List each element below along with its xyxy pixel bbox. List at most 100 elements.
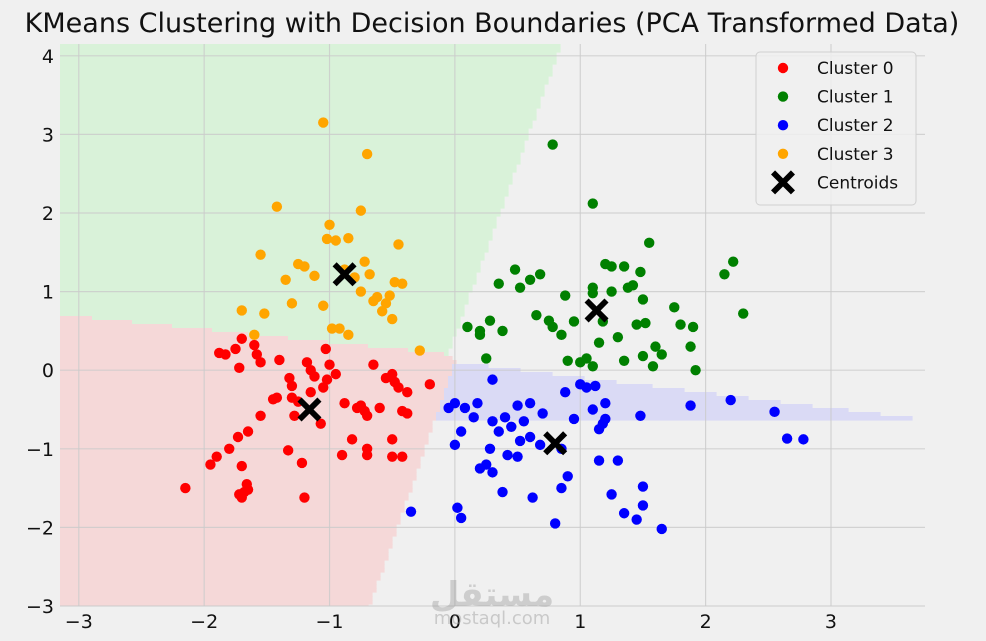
data-point (568, 316, 580, 327)
data-point (236, 333, 247, 344)
data-point (675, 319, 686, 330)
data-point (568, 413, 580, 425)
watermark-logo: مستقل mostaql.com (430, 575, 554, 629)
data-point (289, 410, 300, 421)
x-tick-label: −3 (65, 611, 93, 633)
data-point (472, 398, 483, 409)
data-point (656, 523, 667, 535)
data-point (220, 349, 231, 360)
x-tick-label: −1 (316, 611, 344, 633)
data-point (512, 400, 523, 411)
data-point (318, 382, 329, 393)
y-tick-label: −3 (26, 596, 54, 618)
centroid-markers (297, 262, 609, 456)
data-point (364, 269, 375, 280)
data-point (474, 329, 486, 341)
data-point (635, 410, 646, 421)
data-point (320, 343, 331, 355)
data-point (452, 502, 463, 513)
data-point (606, 286, 617, 297)
data-point (424, 379, 436, 390)
data-point (324, 219, 335, 230)
data-point (556, 329, 567, 341)
data-point (387, 434, 398, 445)
watermark-arabic: مستقل (430, 575, 554, 615)
data-point (690, 364, 701, 376)
data-point (518, 416, 530, 427)
data-point (484, 315, 496, 326)
data-point (612, 455, 624, 466)
y-tick-label: 1 (42, 282, 54, 304)
data-point (361, 449, 373, 461)
data-point (249, 329, 260, 341)
data-point (271, 201, 283, 212)
x-tick-label: 2 (700, 611, 712, 633)
data-point (719, 269, 730, 280)
data-point (343, 232, 354, 244)
y-tick-label: 3 (42, 124, 54, 146)
data-point (537, 408, 548, 419)
data-point (361, 410, 373, 421)
data-point (242, 426, 254, 437)
data-point (631, 319, 642, 330)
decision-regions (60, 44, 913, 606)
data-point (487, 416, 498, 427)
data-point (618, 355, 630, 366)
legend-marker-dot (777, 62, 789, 74)
data-point (224, 443, 235, 454)
data-point (685, 341, 696, 352)
data-point (635, 266, 646, 278)
data-point (326, 323, 338, 334)
data-point (339, 398, 350, 409)
data-point (299, 261, 310, 272)
legend-marker-dot (777, 148, 789, 159)
data-point (685, 400, 696, 411)
data-point (455, 512, 467, 524)
legend-marker-x (771, 170, 795, 195)
data-point (487, 467, 498, 478)
data-point (524, 274, 536, 286)
data-point (562, 471, 573, 482)
centroid-marker (584, 298, 609, 323)
data-point (637, 294, 649, 305)
series-2 (405, 374, 809, 535)
data-point (255, 410, 266, 421)
data-point (380, 298, 392, 309)
data-point (455, 426, 467, 437)
data-point (205, 459, 216, 470)
data-point (631, 514, 642, 525)
data-point (531, 309, 542, 321)
data-point (669, 302, 680, 313)
data-point (687, 321, 699, 333)
data-point (321, 374, 333, 385)
series-3 (236, 117, 425, 356)
centroid-marker (332, 262, 357, 287)
data-point (397, 451, 408, 462)
data-point (606, 489, 617, 500)
data-point (343, 329, 354, 341)
data-point (647, 361, 659, 372)
data-point (481, 459, 492, 470)
data-point (318, 117, 329, 128)
data-point (393, 239, 404, 250)
y-tick-label: 0 (42, 360, 54, 382)
legend-box (755, 51, 917, 206)
data-point (556, 482, 567, 494)
chart-legend: Cluster 0 Cluster 1 Cluster 2 Cluster 3 Cent… (755, 51, 917, 206)
data-point (236, 305, 247, 316)
data-point (414, 345, 425, 356)
data-point (309, 270, 320, 282)
data-point (318, 300, 329, 311)
data-point (271, 392, 283, 403)
data-point (534, 269, 546, 280)
data-point (236, 460, 247, 472)
data-point (462, 321, 473, 333)
data-point (562, 355, 573, 366)
data-point (534, 439, 546, 451)
data-point (255, 357, 266, 368)
data-point (334, 323, 345, 334)
legend-label: Cluster 3 (817, 145, 894, 165)
data-point (274, 354, 285, 366)
data-point (549, 518, 561, 529)
